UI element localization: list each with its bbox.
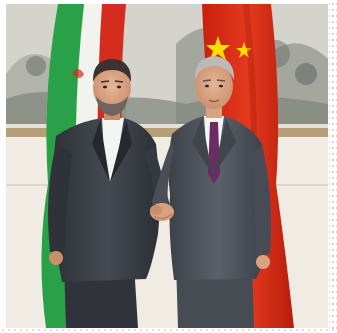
edge-dot-border	[329, 0, 337, 333]
chair-rail	[6, 128, 328, 137]
person-left	[48, 59, 170, 328]
photo-scene	[6, 4, 328, 328]
photograph	[6, 4, 328, 328]
star-icon	[236, 42, 252, 58]
person-right	[152, 56, 271, 328]
star-icon	[206, 36, 230, 60]
bottom-dot-border	[0, 328, 337, 333]
handshake	[150, 203, 174, 221]
